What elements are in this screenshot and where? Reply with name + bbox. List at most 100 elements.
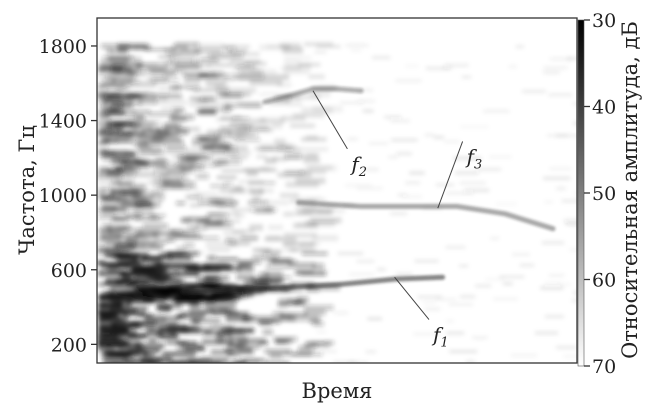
noise-blob <box>265 265 289 269</box>
noise-blob <box>475 284 492 288</box>
noise-blob <box>364 168 379 171</box>
noise-blob <box>299 243 313 249</box>
noise-blob <box>227 334 248 342</box>
noise-blob <box>99 169 113 174</box>
noise-blob <box>190 318 200 325</box>
noise-blob <box>217 90 230 96</box>
noise-blob <box>311 241 320 247</box>
noise-blob <box>405 64 419 68</box>
noise-blob <box>100 129 128 133</box>
noise-blob <box>165 264 176 270</box>
noise-blob <box>252 247 271 253</box>
noise-blob <box>502 282 513 285</box>
noise-blob <box>107 266 119 273</box>
noise-blob <box>240 235 259 240</box>
noise-blob <box>324 340 335 343</box>
noise-blob <box>221 136 241 140</box>
noise-blob <box>207 255 217 261</box>
noise-blob <box>148 261 163 265</box>
noise-blob <box>186 186 198 191</box>
noise-blob <box>142 353 155 358</box>
noise-blob <box>110 322 141 329</box>
noise-blob <box>97 181 118 185</box>
noise-blob <box>272 123 283 130</box>
noise-blob <box>396 152 412 155</box>
noise-blob <box>453 157 482 160</box>
noise-blob <box>215 117 235 122</box>
noise-blob <box>490 236 500 240</box>
noise-blob <box>205 240 238 248</box>
noise-blob <box>193 135 210 142</box>
noise-blob <box>102 104 133 110</box>
noise-blob <box>221 169 245 173</box>
noise-blob <box>180 48 202 55</box>
noise-blob <box>107 120 140 127</box>
noise-blob <box>140 127 160 134</box>
noise-blob <box>238 349 255 355</box>
noise-blob <box>194 227 207 231</box>
noise-blob <box>112 295 140 300</box>
noise-blob <box>156 331 177 338</box>
noise-blob <box>117 43 148 49</box>
noise-blob <box>105 47 114 54</box>
noise-blob <box>216 257 239 261</box>
noise-blob <box>283 70 310 75</box>
noise-blob <box>201 338 235 346</box>
noise-blob <box>225 316 251 323</box>
noise-blob <box>97 83 126 89</box>
noise-blob <box>280 66 302 71</box>
noise-blob <box>263 74 290 81</box>
noise-blob <box>187 358 202 363</box>
noise-blob <box>98 76 121 80</box>
noise-blob <box>163 328 188 333</box>
colorbar-tick-label: 60 <box>592 270 616 292</box>
noise-blob <box>483 110 510 113</box>
noise-blob <box>107 351 141 357</box>
noise-blob <box>283 59 301 63</box>
noise-blob <box>181 311 208 316</box>
noise-blob <box>127 321 156 329</box>
noise-blob <box>459 295 476 298</box>
noise-blob <box>112 179 121 184</box>
noise-blob <box>485 278 505 281</box>
noise-blob <box>255 206 274 214</box>
noise-blob <box>244 61 267 66</box>
noise-blob <box>125 213 143 219</box>
noise-blob <box>304 164 338 172</box>
noise-blob <box>397 193 407 197</box>
noise-blob <box>227 49 248 54</box>
noise-blob <box>138 98 157 105</box>
noise-blob <box>131 264 155 272</box>
noise-blob <box>177 314 205 319</box>
noise-blob <box>413 332 441 336</box>
noise-blob <box>306 222 335 228</box>
noise-blob <box>242 315 276 323</box>
noise-blob <box>543 66 568 70</box>
noise-blob <box>152 230 176 237</box>
noise-blob <box>200 216 211 223</box>
noise-blob <box>348 361 369 363</box>
noise-blob <box>211 324 234 330</box>
noise-blob <box>225 312 248 320</box>
noise-blob <box>252 255 279 260</box>
noise-blob <box>263 250 281 256</box>
noise-blob <box>282 46 303 54</box>
noise-blob <box>138 286 179 293</box>
noise-blob <box>115 244 147 249</box>
noise-blob <box>296 269 314 274</box>
noise-blob <box>167 77 179 82</box>
noise-blob <box>146 328 162 334</box>
noise-blob <box>436 183 455 187</box>
colorbar: 30 40 50 60 70 <box>577 10 616 378</box>
noise-blob <box>249 224 264 231</box>
noise-blob <box>242 358 266 362</box>
noise-blob <box>266 234 281 240</box>
noise-blob <box>197 132 221 139</box>
noise-blob <box>264 157 277 164</box>
noise-blob <box>292 222 319 229</box>
noise-blob <box>296 147 329 152</box>
noise-blob <box>105 92 120 100</box>
noise-blob <box>543 71 560 74</box>
harmonic-track-f3 <box>296 200 556 232</box>
noise-blob <box>109 154 135 158</box>
